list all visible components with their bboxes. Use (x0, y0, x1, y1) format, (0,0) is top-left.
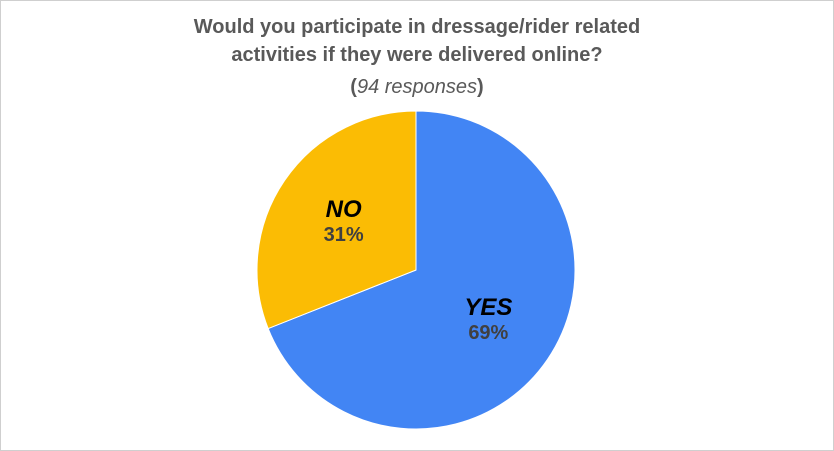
slice-label-no: NO (326, 196, 362, 223)
response-count: 94 responses (356, 76, 478, 98)
subtitle-close-paren: ) (477, 76, 484, 98)
slice-percent-no: 31% (324, 224, 364, 246)
slice-percent-yes: 69% (468, 322, 508, 344)
chart-title-line-2: activities if they were delivered online… (231, 44, 603, 66)
slice-label-yes: YES (464, 294, 512, 321)
subtitle-open-paren: ( (350, 76, 357, 98)
chart-title-line-1: Would you participate in dressage/rider … (193, 16, 641, 38)
pie-slice-yes (267, 110, 576, 430)
chart-subtitle: (94 responses) (0, 75, 834, 99)
pie-slice-no (256, 110, 417, 330)
